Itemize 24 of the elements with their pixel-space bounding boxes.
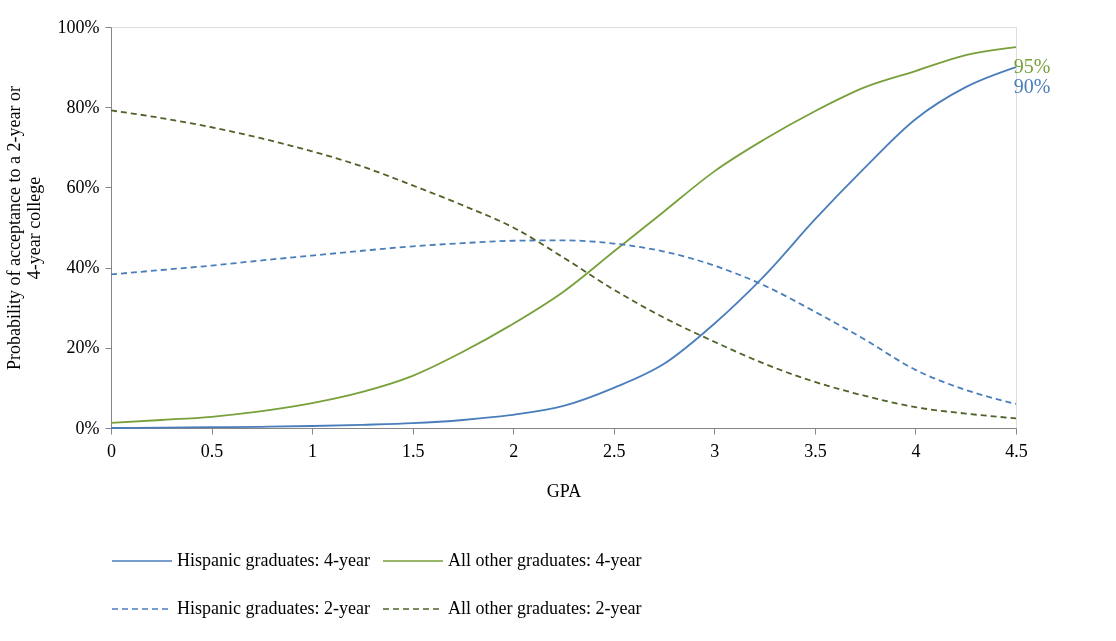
x-tick-label: 1.5: [401, 440, 425, 461]
x-tick-label: 0: [107, 440, 116, 461]
data-label: 90%: [1013, 75, 1051, 98]
x-tick-label: 0.5: [200, 440, 224, 461]
data-label: 95%: [1013, 55, 1051, 78]
legend-label: Hispanic graduates: 2-year: [177, 598, 370, 618]
y-tick-label: 80%: [66, 96, 100, 117]
y-tick-label: 0%: [75, 417, 100, 438]
y-tick-label: 60%: [66, 176, 100, 197]
x-tick-label: 3: [710, 440, 720, 461]
x-tick-label: 1: [308, 440, 318, 461]
x-tick-label: 2.5: [603, 440, 626, 461]
x-tick-label: 2: [509, 440, 519, 461]
legend-label: All other graduates: 4-year: [448, 550, 642, 570]
x-tick-label: 4: [911, 440, 921, 461]
legend-label: All other graduates: 2-year: [448, 598, 642, 618]
x-tick-label: 4.5: [1005, 440, 1028, 461]
y-axis-title: Probability of acceptance to a 2-year or 4-year college: [3, 86, 44, 370]
x-tick-label: 3.5: [804, 440, 827, 461]
y-tick-label: 100%: [57, 16, 100, 37]
legend-label: Hispanic graduates: 4-year: [177, 550, 370, 570]
y-tick-label: 20%: [66, 337, 100, 358]
y-tick-label: 40%: [66, 257, 100, 278]
x-axis-title: GPA: [546, 480, 582, 501]
